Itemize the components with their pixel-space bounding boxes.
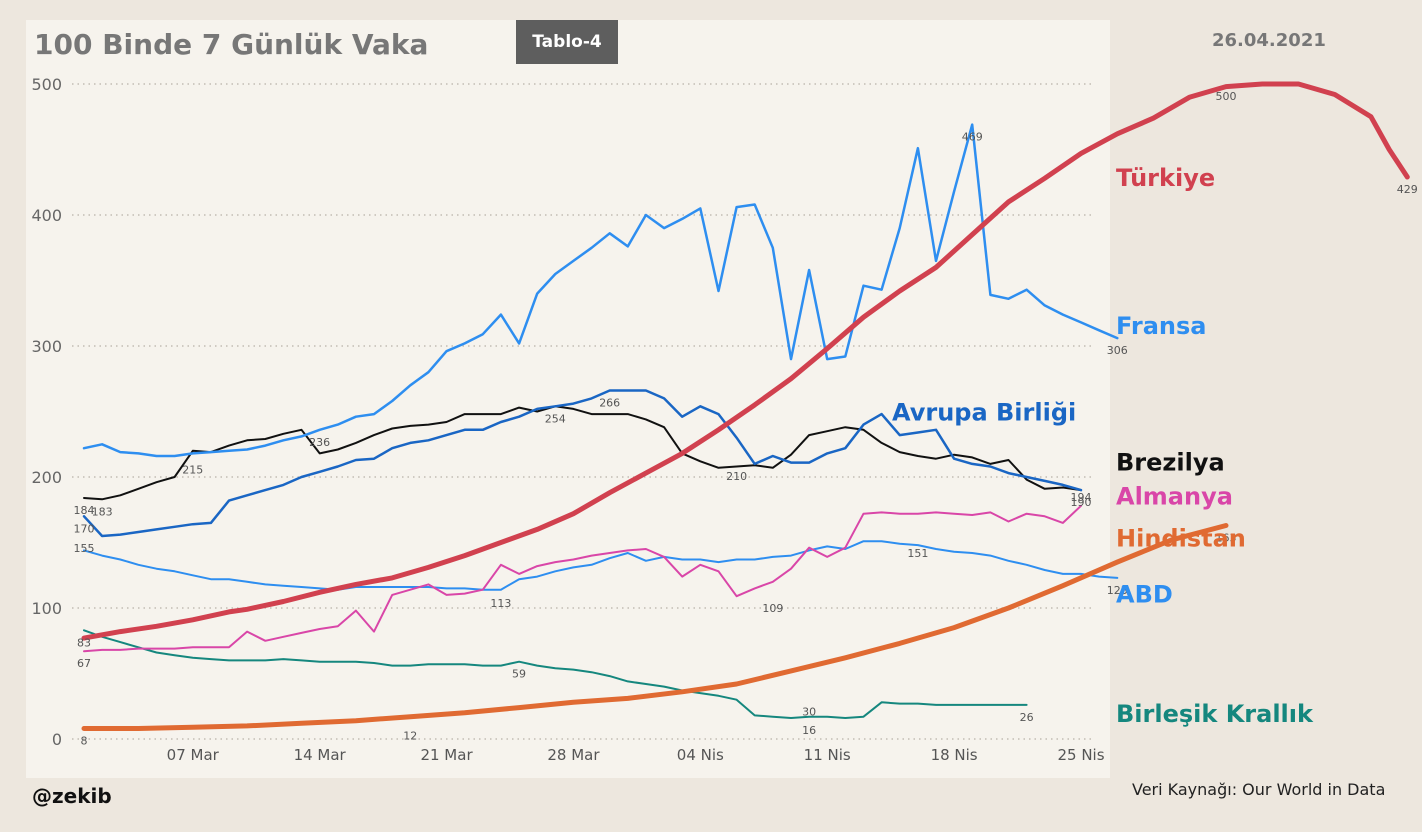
series-line-abd: [83, 540, 1119, 591]
date-label: 26.04.2021: [1212, 30, 1326, 51]
x-tick-label: 11 Nis: [804, 746, 851, 764]
series-line-almanya: [83, 504, 1082, 653]
chart-panel: [26, 20, 1110, 778]
data-label: 113: [490, 597, 511, 610]
data-label: 8: [81, 735, 88, 748]
data-label: 254: [545, 412, 566, 425]
series-label-abd: ABD: [1116, 581, 1173, 609]
series-label-avrupa-birli-i: Avrupa Birliği: [892, 399, 1076, 427]
data-label: 151: [907, 547, 928, 560]
series-label-almanya: Almanya: [1116, 482, 1233, 510]
data-label: 26: [1020, 711, 1034, 724]
data-label: 194: [1071, 491, 1092, 504]
data-label: 190: [1071, 496, 1092, 509]
y-tick-label: 400: [31, 206, 62, 225]
data-label: 12: [403, 729, 417, 742]
table-badge: Tablo-4: [516, 20, 618, 64]
series-line-birle-ik-krall-k: [83, 629, 1028, 719]
data-label: 123: [1107, 584, 1128, 597]
data-label: 215: [182, 463, 203, 476]
series-line-fransa: [82, 123, 1119, 458]
data-label: 429: [1397, 183, 1418, 196]
x-tick-label: 18 Nis: [931, 746, 978, 764]
series-line-hindistan: [81, 523, 1229, 731]
series-label-birle-ik-krall-k: Birleşik Krallık: [1116, 700, 1314, 728]
data-label: 469: [962, 131, 983, 144]
y-tick-label: 100: [31, 599, 62, 618]
x-tick-label: 25 Nis: [1057, 746, 1104, 764]
data-label: 500: [1216, 90, 1237, 103]
data-label: 155: [74, 542, 95, 555]
data-label: 16: [802, 724, 816, 737]
author-handle: @zekib: [32, 784, 112, 808]
series-line-brezilya: [83, 405, 1082, 501]
data-label: 109: [762, 602, 783, 615]
x-tick-label: 07 Mar: [167, 746, 220, 764]
data-label: 170: [74, 522, 95, 535]
data-label: 30: [802, 706, 816, 719]
data-label: 306: [1107, 344, 1128, 357]
y-tick-label: 500: [31, 75, 62, 94]
data-label: 184: [74, 504, 95, 517]
series-label-fransa: Fransa: [1116, 312, 1206, 340]
x-tick-label: 14 Mar: [294, 746, 347, 764]
data-label: 67: [77, 657, 91, 670]
y-tick-label: 300: [31, 337, 62, 356]
data-label: 59: [512, 668, 526, 681]
data-label: 83: [77, 636, 91, 649]
y-tick-label: 0: [52, 730, 62, 749]
y-tick-label: 200: [31, 468, 62, 487]
x-tick-label: 21 Mar: [420, 746, 473, 764]
series-label-brezilya: Brezilya: [1116, 448, 1225, 476]
data-label: 236: [309, 436, 330, 449]
data-source: Veri Kaynağı: Our World in Data: [1132, 780, 1386, 799]
data-label: 183: [92, 505, 113, 518]
series-line-avrupa-birli-i: [82, 389, 1083, 538]
data-label: 210: [726, 470, 747, 483]
data-label: 266: [599, 397, 620, 410]
series-line-t-rkiye: [81, 81, 1410, 641]
x-tick-label: 28 Mar: [547, 746, 600, 764]
series-label-t-rkiye: Türkiye: [1116, 164, 1215, 192]
data-label: 163: [1216, 531, 1237, 544]
x-tick-label: 04 Nis: [677, 746, 724, 764]
chart-title: 100 Binde 7 Günlük Vaka: [34, 28, 429, 61]
series-label-hindistan: Hindistan: [1116, 524, 1246, 552]
